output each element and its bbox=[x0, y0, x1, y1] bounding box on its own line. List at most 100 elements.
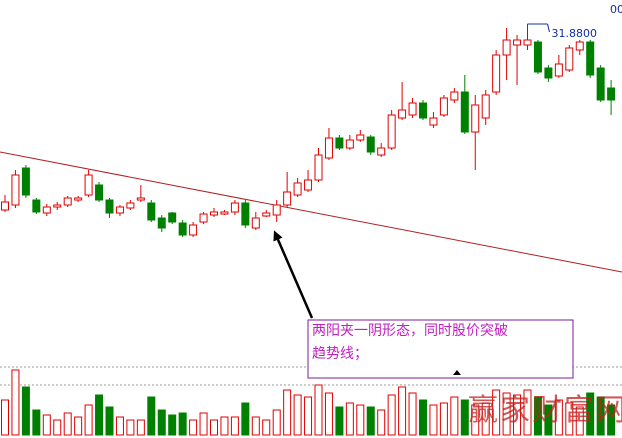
candle-body bbox=[241, 202, 250, 226]
candle-body bbox=[53, 204, 62, 208]
candle-body bbox=[168, 212, 177, 223]
volume-bar bbox=[544, 404, 553, 436]
candle-body bbox=[230, 202, 239, 213]
volume-bar bbox=[575, 406, 584, 436]
watermark: 赢家财富网 bbox=[468, 393, 622, 428]
volume-bar bbox=[565, 402, 574, 436]
volume-bar bbox=[596, 396, 605, 436]
candle-body bbox=[136, 197, 145, 201]
volume-bar bbox=[283, 389, 292, 436]
candle-body bbox=[199, 213, 208, 223]
volume-bar bbox=[554, 399, 563, 436]
candle-body bbox=[21, 167, 30, 196]
annotation: 趋势线； bbox=[312, 346, 368, 362]
volume-bar bbox=[419, 399, 427, 436]
candle-body bbox=[439, 97, 448, 116]
candle-body bbox=[42, 206, 51, 214]
candle-body bbox=[492, 54, 501, 93]
candle-body bbox=[481, 94, 490, 119]
candle-body bbox=[607, 87, 616, 101]
volume-bar bbox=[439, 402, 448, 436]
volume-bar bbox=[95, 394, 104, 436]
volume-bar bbox=[460, 399, 469, 436]
candle-body bbox=[210, 211, 218, 216]
candle-body bbox=[293, 182, 302, 196]
volume-bar bbox=[63, 412, 72, 436]
annotation-box bbox=[307, 319, 574, 379]
candle-body bbox=[126, 202, 135, 209]
candle-body bbox=[575, 41, 584, 51]
volume-bar bbox=[147, 396, 156, 436]
volume-bar bbox=[115, 416, 124, 436]
volume-bar bbox=[272, 409, 281, 436]
candle-body bbox=[115, 206, 124, 214]
volume-bar bbox=[189, 419, 198, 436]
volume-bar bbox=[429, 404, 438, 436]
candle-body bbox=[262, 212, 271, 217]
volume-bar bbox=[262, 419, 271, 436]
volume-bar bbox=[157, 409, 166, 436]
volume-bar bbox=[84, 404, 93, 436]
candle-body bbox=[408, 102, 417, 116]
volume-bar bbox=[533, 396, 542, 436]
trend-line bbox=[0, 151, 622, 273]
volume-bar bbox=[304, 396, 313, 436]
volume-bar bbox=[293, 394, 302, 436]
candle-body bbox=[533, 41, 542, 73]
volume-bar bbox=[105, 406, 114, 436]
candle-body bbox=[554, 63, 563, 77]
arrow bbox=[273, 230, 314, 319]
candle-body bbox=[513, 39, 522, 46]
volume-bar bbox=[11, 369, 20, 436]
volume-bar bbox=[607, 404, 616, 436]
volume-bar bbox=[230, 416, 239, 436]
candle-body bbox=[450, 91, 459, 101]
candle-body bbox=[11, 174, 20, 206]
volume-bar bbox=[251, 416, 260, 436]
volume-bar bbox=[1, 399, 9, 436]
volume-bar bbox=[408, 392, 417, 436]
volume-bar bbox=[42, 414, 51, 436]
volume-bar bbox=[502, 392, 511, 436]
candle-body bbox=[377, 147, 386, 156]
volume-bar bbox=[21, 386, 30, 436]
candle-body bbox=[95, 184, 104, 201]
candle-body bbox=[189, 224, 198, 236]
candle-body bbox=[105, 199, 114, 214]
candle-body bbox=[565, 47, 574, 71]
candle-body bbox=[345, 139, 354, 149]
volume-bar bbox=[314, 384, 323, 436]
volume-bar bbox=[450, 396, 459, 436]
volume-bar bbox=[199, 412, 208, 436]
candle-body bbox=[251, 217, 260, 229]
candle-body bbox=[283, 191, 292, 206]
volume-bar bbox=[53, 419, 62, 436]
candle-body bbox=[387, 114, 396, 149]
volume-bar bbox=[210, 419, 218, 436]
candle-body bbox=[356, 134, 365, 141]
candle-body bbox=[366, 136, 375, 153]
volume-bar bbox=[345, 402, 354, 436]
volume-bar bbox=[220, 416, 229, 436]
volume-bar bbox=[168, 414, 177, 436]
volume-bar bbox=[492, 389, 501, 436]
candle-body bbox=[586, 41, 595, 76]
candle-body bbox=[314, 154, 323, 181]
volume-bar bbox=[324, 392, 333, 436]
candle-body bbox=[398, 109, 407, 119]
candle-body bbox=[419, 102, 427, 119]
candle-body bbox=[544, 67, 553, 79]
candle-body bbox=[502, 39, 511, 56]
candle-body bbox=[220, 211, 229, 215]
candle-body bbox=[324, 137, 333, 159]
candle-body bbox=[272, 204, 281, 216]
candle-body bbox=[147, 202, 156, 221]
candle-body bbox=[157, 217, 166, 229]
volume-bar bbox=[586, 392, 595, 436]
candle-body bbox=[1, 201, 9, 211]
cursor-marker bbox=[453, 370, 461, 375]
max-label: 31.8800 bbox=[552, 27, 598, 40]
candle-body bbox=[523, 39, 532, 46]
candle-body bbox=[32, 199, 41, 213]
